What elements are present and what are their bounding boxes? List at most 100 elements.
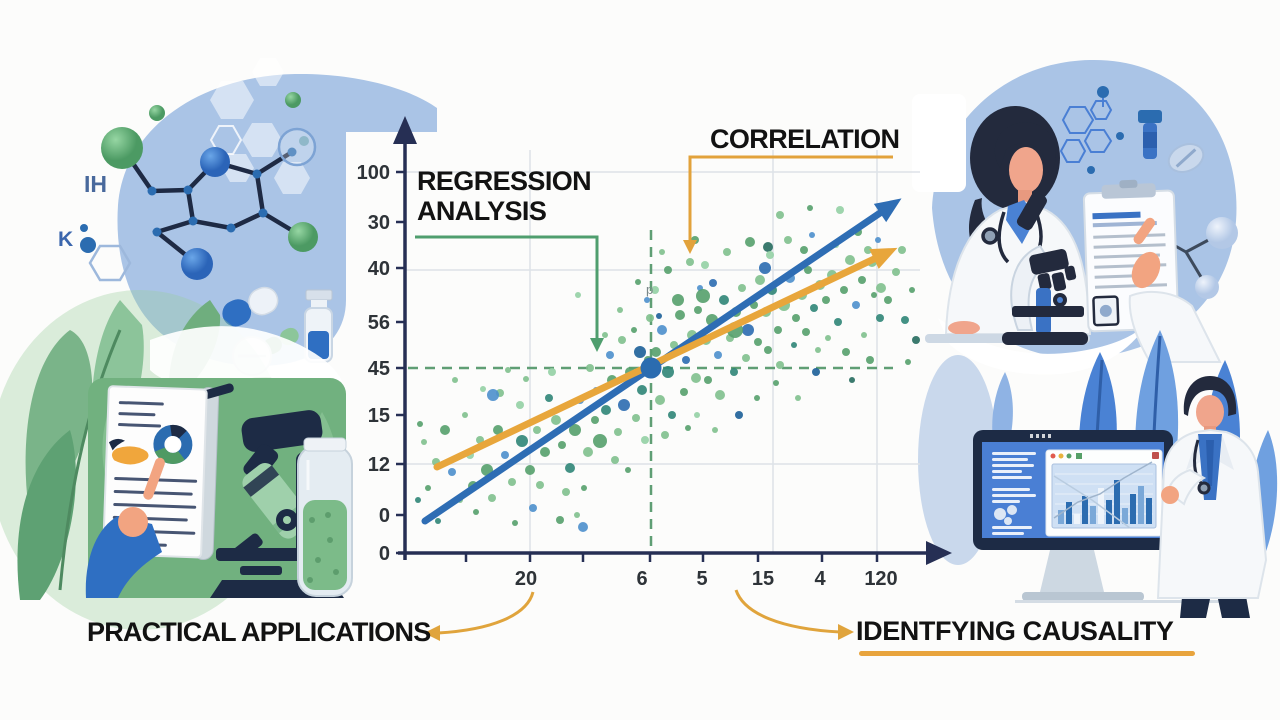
scatter-point [548, 368, 556, 376]
orange-swoosh-icon [111, 446, 149, 465]
microscope-right-icon [1002, 192, 1088, 345]
scatter-point [618, 399, 630, 411]
scatter-point [574, 512, 580, 518]
scatter-point [516, 401, 524, 409]
scatter-point [551, 415, 561, 425]
scatter-point [556, 516, 564, 524]
scatter-point [448, 468, 456, 476]
scatter-point [809, 232, 815, 238]
scatter-point [435, 518, 441, 524]
green-atom-icon [149, 105, 165, 121]
green-atom-icon [288, 222, 318, 252]
scatter-point [606, 351, 614, 359]
y-tick-label: 30 [368, 212, 390, 234]
scatter-point [525, 465, 535, 475]
scatter-point [691, 373, 701, 383]
scatter-point [696, 289, 710, 303]
scatter-point [849, 377, 855, 383]
scatter-point [664, 266, 672, 274]
molecule-structure-icon: IH K [58, 92, 318, 282]
screen-bar-chart-icon [1051, 461, 1157, 529]
scatter-point [719, 295, 729, 305]
scatter-point [763, 242, 773, 252]
donut-chart-icon [153, 424, 193, 464]
scatter-point [637, 385, 647, 395]
scatter-point [614, 428, 622, 436]
scatter-point [625, 467, 631, 473]
monitor-stand [1040, 550, 1104, 592]
y-tick-label: 40 [368, 258, 390, 280]
scatter-point [784, 236, 792, 244]
scatter-point [583, 447, 593, 457]
scatter-point [709, 279, 717, 287]
y-tick-label: 100 [357, 162, 390, 184]
correlation-label: CORRELATION [710, 124, 900, 154]
blue-atom-icon [181, 248, 213, 280]
x-tick-label: 6 [636, 568, 647, 590]
scatter-point [864, 246, 872, 254]
scatter-point [704, 376, 712, 384]
scatter-point [618, 336, 626, 344]
green-atom-icon [285, 92, 301, 108]
scatter-point [586, 364, 594, 372]
scatter-point [858, 276, 866, 284]
scatter-point [842, 348, 850, 356]
scatter-point [745, 237, 755, 247]
scatter-point [845, 255, 855, 265]
scatter-point [545, 394, 553, 402]
scatter-point [593, 434, 607, 448]
scatter-point [836, 206, 844, 214]
scatter-point [892, 268, 900, 276]
y-tick-label: 0 [379, 505, 390, 527]
scatter-point [754, 338, 762, 346]
vial-icon [304, 289, 333, 363]
scatter-point [738, 284, 746, 292]
scatter-point [712, 427, 718, 433]
scatter-point [516, 435, 528, 447]
y-tick-label: 0 [379, 543, 390, 565]
scatter-point [905, 359, 911, 365]
y-tick-label: 56 [368, 312, 390, 334]
screen-text-lines [992, 452, 1036, 535]
practical-applications-label: PRACTICAL APPLICATIONS [87, 617, 431, 647]
scatter-point [866, 356, 874, 364]
pale-pill-icon [1167, 143, 1205, 173]
scatter-point [680, 388, 688, 396]
doctor-figure [1156, 376, 1268, 618]
scatter-point [657, 325, 667, 335]
scatter-point [540, 447, 550, 457]
scatter-point [493, 425, 503, 435]
green-atom-icon [101, 127, 143, 169]
scatter-point [425, 485, 431, 491]
scatter-point [766, 251, 774, 259]
scatter-point [875, 237, 881, 243]
scatter-point [795, 395, 801, 401]
stethoscope-icon [1193, 439, 1211, 495]
scatter-point [462, 412, 468, 418]
scatter-point [800, 246, 808, 254]
scatter-point [852, 301, 860, 309]
pointing-hand-left [85, 457, 165, 598]
scatter-point [672, 294, 684, 306]
blue-atom-icon [200, 147, 230, 177]
scatter-point [523, 376, 529, 382]
scatter-point [791, 342, 797, 348]
y-tick-label: 12 [368, 454, 390, 476]
capsule-pill-icon [222, 286, 279, 327]
scatter-point [641, 436, 649, 444]
scatter-point [735, 411, 743, 419]
scatter-point [810, 304, 818, 312]
hexagon-pattern-icon [209, 58, 310, 194]
scatter-point [533, 426, 541, 434]
x-tick-label: 15 [752, 568, 774, 590]
monitor-base [1022, 592, 1144, 601]
face [1196, 395, 1224, 429]
scatter-point [730, 368, 738, 376]
scatter-point [675, 310, 685, 320]
scatter-point [773, 380, 779, 386]
white-swoosh [150, 326, 345, 390]
window-controls-icon [1050, 452, 1159, 459]
scatter-point [415, 497, 421, 503]
y-axis-arrowhead-icon [393, 116, 417, 144]
